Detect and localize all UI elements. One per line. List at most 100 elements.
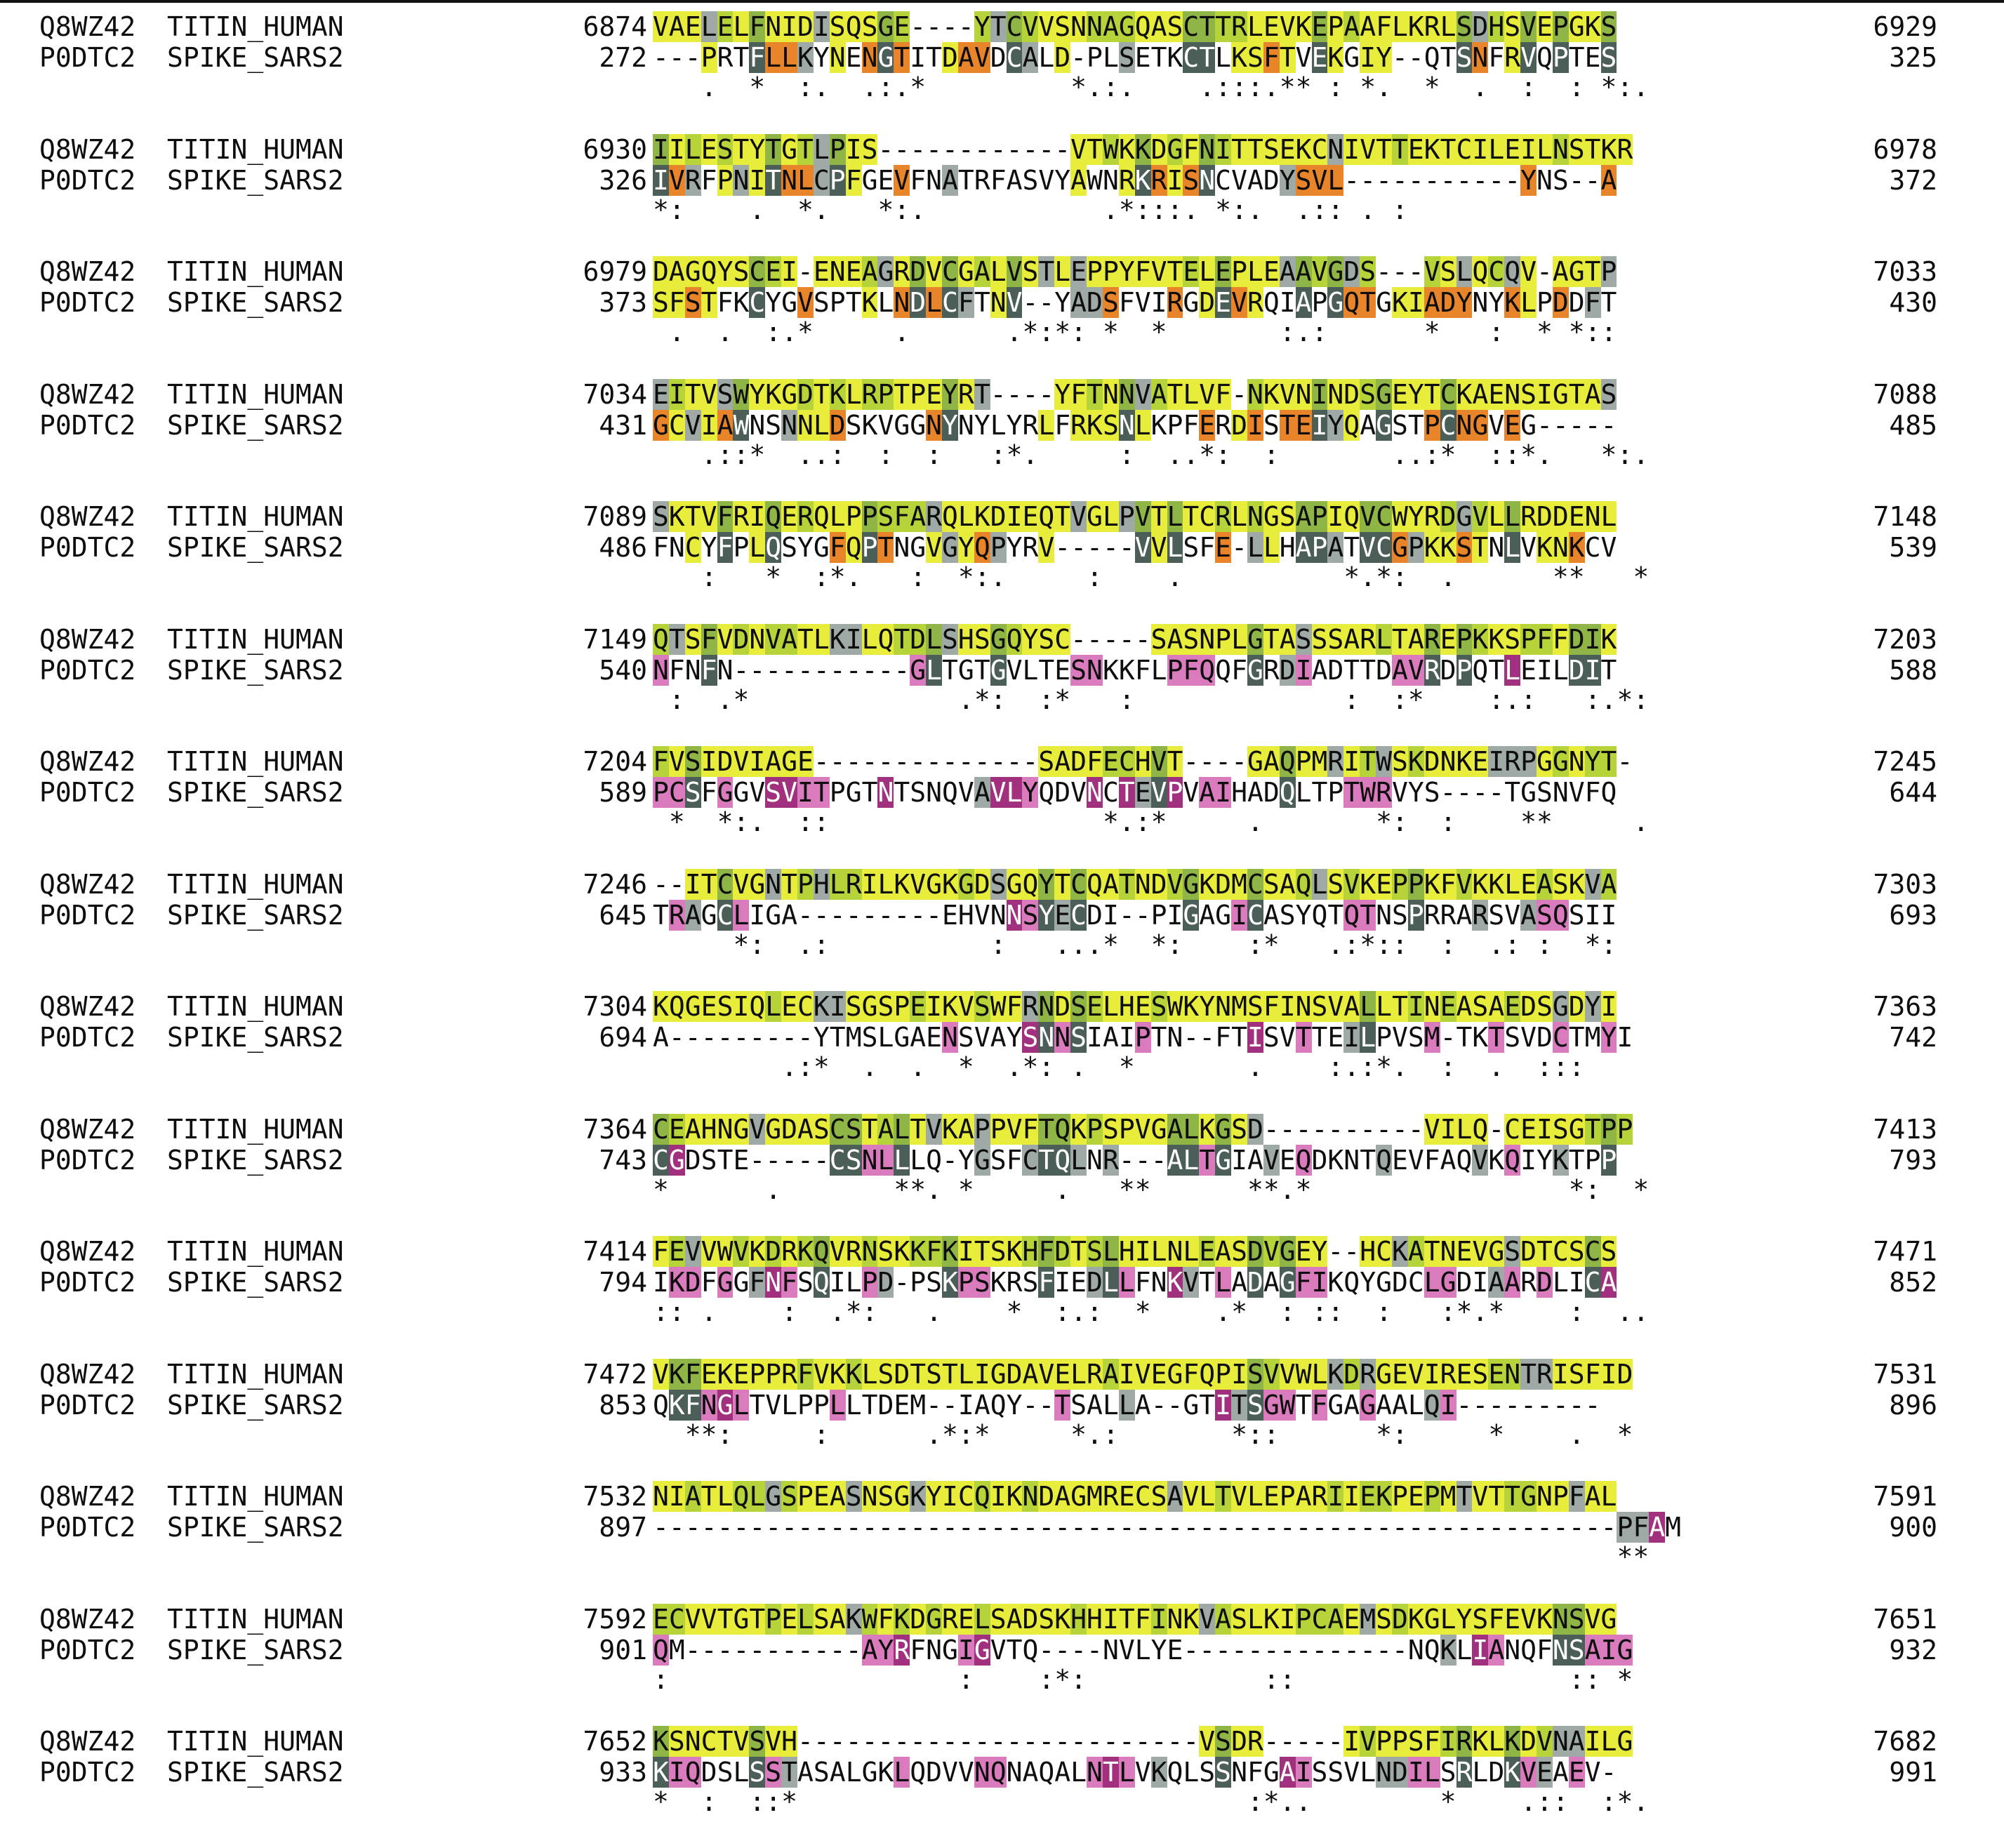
consensus-symbol (653, 73, 669, 101)
consensus-symbol: : (781, 1296, 798, 1327)
residue: N (1584, 501, 1601, 532)
alignment-block: Q8WZ42 TITIN_HUMAN 7149 QTSFVDNVATLKILQTDLS… (0, 623, 2004, 746)
residue: F (1022, 1113, 1039, 1145)
residue: S (1183, 532, 1200, 563)
consensus-symbol (1408, 1788, 1424, 1816)
residue: W (1279, 1389, 1296, 1421)
residue: A (861, 1634, 878, 1666)
consensus-symbol (1601, 1298, 1617, 1326)
consensus-symbol (1183, 931, 1199, 959)
residue: A (1327, 532, 1344, 563)
residue: M (1311, 746, 1328, 777)
residue: C (1440, 378, 1456, 410)
end-position: 793 (1889, 1144, 1937, 1176)
consensus-symbol (1038, 1788, 1054, 1816)
consensus-symbol (1343, 1666, 1360, 1694)
residue: V (1134, 1757, 1151, 1788)
alignment-block: Q8WZ42 TITIN_HUMAN 6930 IILESTYTGTLPIS-----… (0, 133, 2004, 256)
residue: F (653, 1236, 669, 1267)
residue: D (1376, 654, 1392, 686)
consensus-symbol: . (1070, 929, 1087, 960)
residue: V (1199, 1603, 1216, 1635)
residue: I (910, 42, 927, 73)
residue: L (1263, 532, 1280, 563)
residue: T (861, 777, 878, 808)
consensus-symbol: * (1360, 929, 1376, 960)
residue: - (1504, 1389, 1521, 1421)
residue: E (1215, 256, 1232, 287)
residue: - (894, 1267, 910, 1298)
residue: R (1440, 899, 1456, 931)
residue: - (942, 1726, 958, 1757)
consensus-symbol (1087, 318, 1103, 346)
residue: T (1054, 868, 1071, 900)
residue: G (1424, 1603, 1440, 1635)
residue: K (1360, 868, 1376, 900)
start-position: 743 (599, 1144, 647, 1176)
sequence-residues: SKTVFRIQERQLPPSFARQLKDIEQTVGLPVTLTCRLNGS… (653, 501, 1617, 532)
residue: L (1118, 1267, 1135, 1298)
residue: G (1070, 1481, 1087, 1512)
residue: K (1263, 378, 1280, 410)
consensus-symbol (1038, 931, 1054, 959)
consensus-symbol: * (1231, 1418, 1247, 1450)
protein-name-label: TITIN_HUMAN (167, 623, 344, 655)
consensus-symbol (894, 808, 910, 836)
residue: T (1504, 1481, 1521, 1512)
residue: N (1150, 1267, 1167, 1298)
residue: E (733, 1144, 750, 1176)
sequence-row-titin: Q8WZ42 TITIN_HUMAN 7246 --ITCVGNTPHLRILKVGK… (0, 868, 2004, 900)
residue: M (1584, 1022, 1601, 1053)
residue: - (957, 1726, 974, 1757)
residue: A (910, 1022, 927, 1053)
residue: F (990, 164, 1007, 196)
consensus-symbol (1472, 1176, 1488, 1204)
residue: G (1391, 532, 1408, 563)
consensus-symbol (1504, 1788, 1520, 1816)
residue: Q (1134, 11, 1151, 42)
residue: T (1472, 532, 1489, 563)
residue: Q (765, 532, 782, 563)
consensus-symbol (830, 73, 846, 101)
residue: V (1600, 532, 1617, 563)
residue: K (1199, 868, 1216, 900)
consensus-symbol: : (1054, 1296, 1071, 1327)
residue: Q (765, 501, 782, 532)
residue: K (1295, 133, 1312, 165)
accession-label: P0DTC2 (39, 532, 136, 563)
residue: E (1295, 409, 1312, 441)
accession-label: Q8WZ42 (39, 1113, 136, 1145)
consensus-symbol: * (910, 72, 927, 102)
residue: N (1440, 746, 1456, 777)
consensus-symbol: : (1327, 194, 1344, 225)
consensus-symbol (1312, 808, 1328, 836)
residue: P (701, 42, 717, 73)
consensus-symbol (1199, 1543, 1215, 1571)
residue: - (1391, 1113, 1408, 1145)
consensus-symbol (685, 1176, 701, 1204)
consensus-symbol: : (1038, 317, 1055, 347)
residue: S (1199, 1757, 1216, 1788)
start-position: 540 (599, 654, 647, 686)
residue: E (1022, 501, 1039, 532)
residue: R (926, 501, 943, 532)
consensus-symbol: : (1568, 1051, 1585, 1082)
sequence-residues: QKFNGLTVLPPLLTDEM--IAQY--TSALLA--GTITSGW… (653, 1389, 1601, 1421)
consensus-symbol (1569, 196, 1585, 224)
residue: L (1134, 1634, 1151, 1666)
residue: A (942, 164, 958, 196)
residue: T (1584, 256, 1601, 287)
consensus-symbol (1360, 441, 1376, 469)
residue: V (1231, 287, 1247, 318)
consensus-symbol: * (733, 684, 750, 715)
residue: - (1440, 164, 1456, 196)
sequence-residues: KIQDSLSSTASALGKLQDVVNQNAQALNTLVKQLSSNFGA… (653, 1757, 1617, 1788)
consensus-symbol: * (1424, 317, 1440, 347)
start-position: 6874 (583, 11, 647, 42)
consensus-symbol (733, 1788, 749, 1816)
consensus-symbol (1135, 441, 1151, 469)
residue: G (894, 1481, 910, 1512)
consensus-symbol: . (1183, 194, 1200, 225)
consensus-symbol (717, 1788, 734, 1816)
consensus-symbol (1601, 808, 1617, 836)
